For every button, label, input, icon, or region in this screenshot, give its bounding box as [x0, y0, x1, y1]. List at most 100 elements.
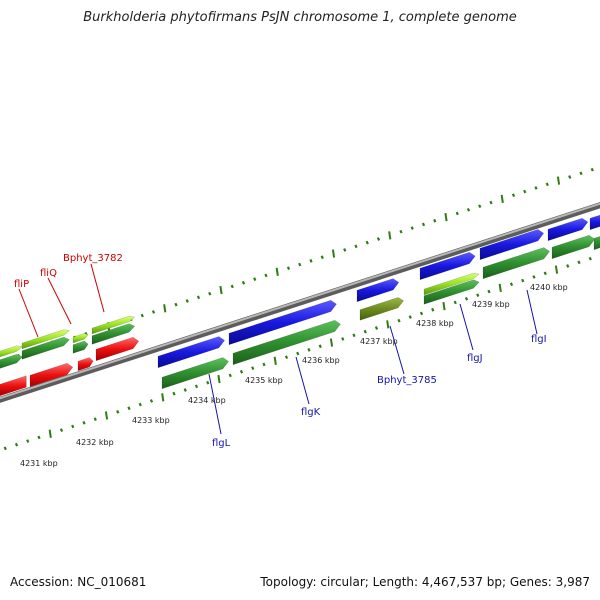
lower-minor-tick	[116, 410, 120, 414]
lower-minor-tick	[318, 344, 322, 349]
upper-minor-tick	[579, 171, 583, 176]
upper-major-tick	[500, 194, 504, 204]
map-title: Burkholderia phytofirmans PsJN chromosom…	[83, 10, 517, 25]
upper-minor-tick	[241, 280, 246, 285]
upper-minor-tick	[455, 211, 459, 216]
upper-minor-tick	[343, 248, 347, 252]
leader-Bphyt_3785	[389, 325, 405, 375]
lower-minor-tick	[149, 399, 154, 403]
lower-minor-tick	[363, 329, 367, 334]
gene-flgH	[547, 217, 589, 242]
scale-label-4235: 4235 kbp	[245, 376, 283, 385]
scale-label-4239: 4239 kbp	[472, 300, 510, 309]
lower-minor-tick	[59, 428, 64, 432]
lower-minor-tick	[251, 366, 255, 370]
leader-Bphyt_3782	[90, 263, 105, 313]
gene-flgG	[589, 214, 600, 231]
lower-minor-tick	[26, 439, 30, 443]
upper-minor-tick	[376, 237, 381, 241]
upper-major-tick	[275, 267, 279, 276]
lower-major-tick	[442, 301, 446, 311]
scale-labels: 4231 kbp 4232 kbp 4233 kbp 4234 kbp 4235…	[20, 283, 568, 468]
gene-Bphyt_3782	[95, 336, 140, 362]
scale-label-4237: 4237 kbp	[360, 337, 398, 346]
lower-minor-tick	[464, 296, 469, 301]
lower-minor-tick	[138, 402, 142, 407]
upper-minor-tick	[174, 302, 178, 307]
upper-major-tick	[219, 285, 223, 295]
lower-minor-tick	[183, 388, 187, 392]
upper-minor-tick	[399, 229, 403, 234]
lower-minor-tick	[239, 369, 244, 374]
gene-features	[0, 214, 600, 397]
gene-block-right-lime	[91, 315, 136, 335]
lower-minor-tick	[71, 424, 75, 429]
lower-major-tick	[386, 320, 390, 329]
leader-flgJ	[459, 303, 474, 351]
gene-fliP	[0, 375, 27, 397]
gene-flgJ-upstream	[419, 251, 476, 281]
upper-minor-tick	[264, 273, 268, 278]
gene-flgJ-cds	[423, 279, 480, 305]
upper-minor-tick	[309, 259, 313, 263]
lower-minor-tick	[172, 391, 176, 396]
upper-minor-tick	[421, 222, 426, 227]
lower-minor-tick	[577, 260, 581, 265]
upper-minor-tick	[433, 218, 437, 223]
genome-summary-text: Topology: circular; Length: 4,467,537 bp…	[260, 575, 590, 589]
scale-label-4232: 4232 kbp	[76, 438, 114, 447]
scale-label-4240: 4240 kbp	[530, 283, 568, 292]
lower-minor-tick	[566, 264, 570, 268]
gene-label-flgJ: flgJ	[467, 353, 483, 364]
gene-block-right-green	[91, 323, 136, 345]
lower-major-tick	[498, 283, 502, 293]
gene-block-leftmost-green	[0, 354, 23, 369]
leader-flgL	[208, 373, 222, 435]
gene-label-flgL: flgL	[212, 438, 231, 449]
leader-fliQ	[47, 277, 72, 325]
scale-label-4231: 4231 kbp	[20, 459, 58, 468]
lower-major-tick	[273, 356, 277, 365]
lower-minor-tick	[284, 355, 289, 360]
upper-major-tick	[163, 304, 167, 313]
lower-major-tick	[161, 393, 165, 402]
gene-label-flgK: flgK	[301, 407, 321, 418]
gene-flgH-cds	[551, 234, 596, 260]
gene-block-mid-lime	[72, 333, 89, 344]
scale-label-4238: 4238 kbp	[416, 319, 454, 328]
lower-minor-tick	[588, 256, 592, 261]
upper-minor-tick	[545, 182, 549, 187]
lower-minor-tick	[453, 300, 457, 305]
gene-label-Bphyt_3782: Bphyt_3782	[63, 253, 123, 264]
upper-minor-tick	[534, 186, 538, 190]
lower-minor-tick	[127, 406, 131, 411]
upper-minor-tick	[478, 204, 482, 209]
gene-label-Bphyt_3785: Bphyt_3785	[377, 375, 437, 386]
lower-minor-tick	[14, 442, 19, 447]
upper-major-tick	[331, 249, 336, 258]
upper-minor-tick	[568, 175, 572, 179]
lower-minor-tick	[487, 289, 491, 294]
lower-major-tick	[217, 374, 221, 384]
lower-major-tick	[104, 411, 109, 420]
lower-minor-tick	[37, 435, 41, 440]
gene-block-leftmost-lime	[0, 345, 24, 358]
gene-flgI-a	[479, 229, 545, 261]
upper-minor-tick	[365, 240, 369, 245]
lower-minor-tick	[93, 417, 97, 422]
gene-fliQ	[29, 362, 74, 388]
upper-minor-tick	[410, 226, 414, 230]
lower-minor-tick	[228, 373, 232, 378]
gene-block-left-lime	[21, 329, 71, 350]
upper-minor-tick	[140, 313, 144, 318]
leader-flgK	[295, 356, 310, 405]
upper-minor-tick	[230, 284, 234, 289]
upper-minor-tick	[523, 189, 527, 194]
gene-flgL	[157, 336, 225, 369]
gene-flgK-cds	[232, 319, 341, 366]
backbone	[0, 202, 600, 403]
gene-flgI-cds	[482, 247, 550, 280]
gene-label-fliP: fliP	[14, 279, 29, 290]
